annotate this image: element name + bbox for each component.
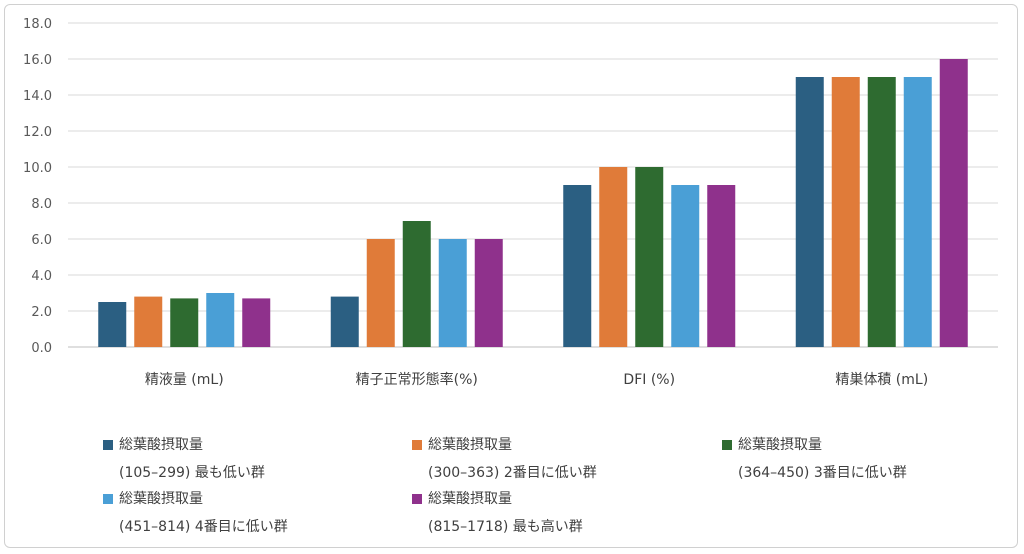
bar xyxy=(134,296,163,347)
y-tick-label: 16.0 xyxy=(23,53,52,68)
legend-range: (105–299) 最も低い群 xyxy=(119,465,265,481)
legend-range: (300–363) 2番目に低い群 xyxy=(428,465,597,481)
bar xyxy=(330,296,359,347)
bar xyxy=(98,302,127,347)
legend-label: 総葉酸摂取量 xyxy=(119,437,203,453)
x-category-label: 精巣体積 (mL) xyxy=(835,372,928,388)
legend-swatch xyxy=(722,440,732,450)
legend-label: 総葉酸摂取量 xyxy=(428,491,512,507)
bar xyxy=(939,59,968,347)
x-category-label: DFI (%) xyxy=(623,372,675,388)
bar xyxy=(599,167,628,347)
legend-item: 総葉酸摂取量 (815–1718) 最も高い群 xyxy=(412,488,722,548)
bar xyxy=(242,298,271,347)
legend-swatch xyxy=(103,440,113,450)
bar xyxy=(903,77,932,347)
legend-label: 総葉酸摂取量 xyxy=(738,437,822,453)
legend-item: 総葉酸摂取量 (451–814) 4番目に低い群 xyxy=(103,488,413,548)
bar xyxy=(366,239,395,347)
bar xyxy=(438,239,467,347)
legend-swatch xyxy=(412,494,422,504)
y-tick-label: 0.0 xyxy=(31,341,52,356)
y-tick-label: 18.0 xyxy=(23,17,52,32)
x-category-label: 精子正常形態率(%) xyxy=(356,371,478,388)
legend-label: 総葉酸摂取量 xyxy=(119,491,203,507)
bar xyxy=(563,185,592,347)
legend-swatch xyxy=(412,440,422,450)
legend-range: (364–450) 3番目に低い群 xyxy=(738,465,907,481)
legend-swatch xyxy=(103,494,113,504)
bar xyxy=(831,77,860,347)
legend-label: 総葉酸摂取量 xyxy=(428,437,512,453)
bar xyxy=(707,185,736,347)
y-tick-label: 12.0 xyxy=(23,125,52,140)
y-tick-label: 14.0 xyxy=(23,89,52,104)
legend-range: (815–1718) 最も高い群 xyxy=(428,519,583,535)
bar xyxy=(402,221,431,347)
bar xyxy=(671,185,700,347)
bar xyxy=(795,77,824,347)
legend-item: 総葉酸摂取量 (300–363) 2番目に低い群 xyxy=(412,434,722,494)
x-axis-categories: 精液量 (mL) 精子正常形態率(%) DFI (%) 精巣体積 (mL) xyxy=(145,371,928,388)
bar xyxy=(170,298,199,347)
bar-chart: 0.0 2.0 4.0 6.0 8.0 10.0 12.0 14.0 16.0 18.0 精液量 … xyxy=(23,17,998,388)
y-tick-label: 6.0 xyxy=(31,233,52,248)
bar xyxy=(635,167,664,347)
y-tick-label: 8.0 xyxy=(31,197,52,212)
x-category-label: 精液量 (mL) xyxy=(145,372,224,388)
bar xyxy=(474,239,503,347)
bars xyxy=(98,59,968,347)
legend-item: 総葉酸摂取量 (364–450) 3番目に低い群 xyxy=(722,434,1024,494)
y-axis-ticks: 0.0 2.0 4.0 6.0 8.0 10.0 12.0 14.0 16.0 18.0 xyxy=(23,17,52,356)
y-tick-label: 10.0 xyxy=(23,161,52,176)
y-tick-label: 4.0 xyxy=(31,269,52,284)
bar xyxy=(206,293,235,347)
y-tick-label: 2.0 xyxy=(31,305,52,320)
bar xyxy=(867,77,896,347)
legend-range: (451–814) 4番目に低い群 xyxy=(119,519,288,535)
legend-item: 総葉酸摂取量 (105–299) 最も低い群 xyxy=(103,434,413,494)
